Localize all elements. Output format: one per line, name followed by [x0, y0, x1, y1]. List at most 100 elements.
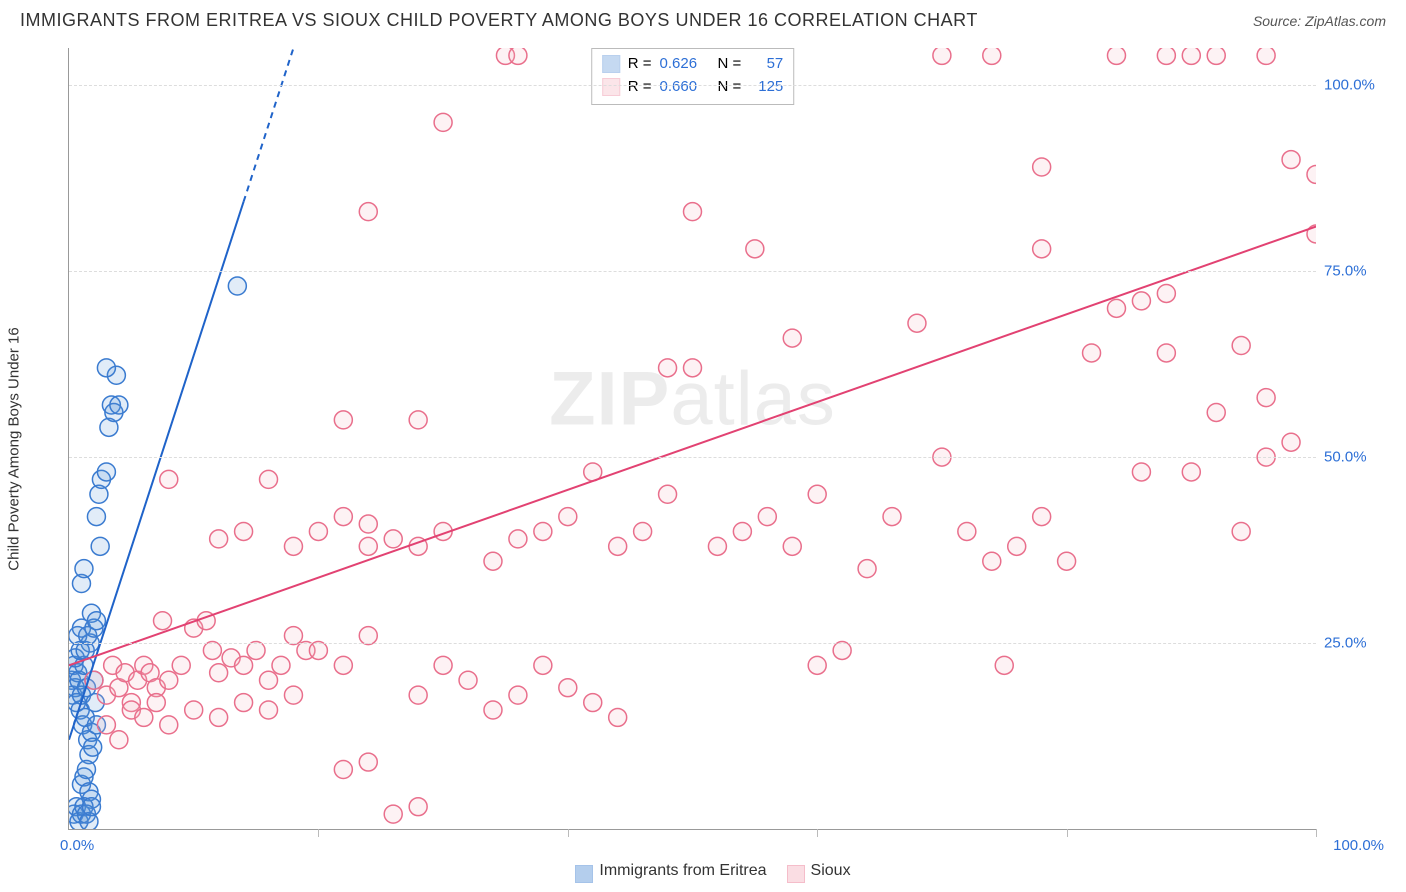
data-point-sioux — [808, 485, 826, 503]
data-point-sioux — [235, 522, 253, 540]
legend-swatch-icon — [602, 55, 620, 73]
data-point-eritrea — [87, 612, 105, 630]
data-point-sioux — [1157, 48, 1175, 64]
data-point-eritrea — [97, 463, 115, 481]
data-point-sioux — [260, 671, 278, 689]
data-point-sioux — [958, 522, 976, 540]
legend-r-label: R = — [628, 53, 652, 76]
data-point-sioux — [172, 656, 190, 674]
data-point-eritrea — [228, 277, 246, 295]
data-point-sioux — [110, 731, 128, 749]
data-point-sioux — [359, 515, 377, 533]
data-point-sioux — [334, 761, 352, 779]
data-point-sioux — [783, 329, 801, 347]
data-point-sioux — [384, 805, 402, 823]
legend-n-value: 57 — [749, 53, 783, 76]
legend-r-value: 0.626 — [660, 53, 710, 76]
data-point-sioux — [858, 560, 876, 578]
data-point-eritrea — [87, 508, 105, 526]
data-point-sioux — [509, 48, 527, 64]
data-point-sioux — [210, 530, 228, 548]
data-point-sioux — [235, 694, 253, 712]
data-point-sioux — [247, 641, 265, 659]
data-point-sioux — [708, 537, 726, 555]
data-point-sioux — [1282, 151, 1300, 169]
data-point-sioux — [995, 656, 1013, 674]
chart-container: Child Poverty Among Boys Under 16 ZIPatl… — [50, 48, 1396, 850]
y-tick-label: 75.0% — [1324, 263, 1388, 280]
data-point-sioux — [1058, 552, 1076, 570]
data-point-sioux — [1232, 522, 1250, 540]
data-point-sioux — [203, 641, 221, 659]
data-point-sioux — [1107, 48, 1125, 64]
data-point-sioux — [272, 656, 290, 674]
data-point-sioux — [1207, 403, 1225, 421]
data-point-sioux — [1282, 433, 1300, 451]
data-point-sioux — [634, 522, 652, 540]
trendline-eritrea-dash — [244, 48, 294, 202]
data-point-sioux — [908, 314, 926, 332]
gridline — [69, 271, 1316, 272]
data-point-eritrea — [84, 738, 102, 756]
data-point-sioux — [609, 537, 627, 555]
series-label: Immigrants from Eritrea — [599, 862, 766, 879]
data-point-sioux — [409, 798, 427, 816]
y-axis-label: Child Poverty Among Boys Under 16 — [6, 327, 23, 570]
data-point-sioux — [733, 522, 751, 540]
data-point-sioux — [534, 656, 552, 674]
data-point-sioux — [334, 411, 352, 429]
data-point-sioux — [609, 708, 627, 726]
x-tick — [1067, 829, 1068, 837]
legend-n-value: 125 — [749, 76, 783, 99]
data-point-sioux — [584, 694, 602, 712]
data-point-sioux — [1257, 389, 1275, 407]
data-point-sioux — [659, 485, 677, 503]
data-point-sioux — [434, 656, 452, 674]
series-swatch-icon — [787, 865, 805, 883]
trendline-eritrea — [69, 202, 244, 740]
series-swatch-icon — [575, 865, 593, 883]
data-point-sioux — [1182, 463, 1200, 481]
data-point-sioux — [359, 537, 377, 555]
data-point-sioux — [746, 240, 764, 258]
data-point-sioux — [97, 716, 115, 734]
data-point-eritrea — [110, 396, 128, 414]
legend-row-sioux: R =0.660N =125 — [602, 76, 784, 99]
legend-row-eritrea: R = 0.626 N = 57 — [602, 53, 784, 76]
data-point-sioux — [758, 508, 776, 526]
data-point-sioux — [1307, 165, 1316, 183]
data-point-sioux — [808, 656, 826, 674]
data-point-sioux — [1232, 337, 1250, 355]
data-point-sioux — [1132, 463, 1150, 481]
plot-area: ZIPatlas R =0.626N =57R =0.660N =125 25.… — [68, 48, 1316, 830]
data-point-sioux — [783, 537, 801, 555]
gridline — [69, 643, 1316, 644]
data-point-sioux — [147, 694, 165, 712]
legend-n-label: N = — [718, 53, 742, 76]
data-point-sioux — [160, 716, 178, 734]
x-axis-max-label: 100.0% — [1333, 837, 1384, 854]
data-point-sioux — [1033, 508, 1051, 526]
data-point-sioux — [154, 612, 172, 630]
data-point-eritrea — [91, 537, 109, 555]
data-point-sioux — [1107, 299, 1125, 317]
data-point-sioux — [459, 671, 477, 689]
x-tick — [318, 829, 319, 837]
x-tick — [1316, 829, 1317, 837]
series-label: Sioux — [811, 862, 851, 879]
data-point-sioux — [1008, 537, 1026, 555]
data-point-sioux — [684, 359, 702, 377]
x-tick — [568, 829, 569, 837]
data-point-sioux — [1083, 344, 1101, 362]
data-point-sioux — [484, 552, 502, 570]
legend-n-label: N = — [718, 76, 742, 99]
legend-r-value: 0.660 — [660, 76, 710, 99]
data-point-sioux — [409, 686, 427, 704]
correlation-legend: R = 0.626 N = 57R = 0.660 N = 125 — [591, 48, 795, 105]
data-point-sioux — [334, 508, 352, 526]
data-point-sioux — [1033, 158, 1051, 176]
data-point-sioux — [883, 508, 901, 526]
data-point-eritrea — [82, 798, 100, 816]
chart-title: IMMIGRANTS FROM ERITREA VS SIOUX CHILD P… — [20, 10, 978, 31]
data-point-sioux — [659, 359, 677, 377]
